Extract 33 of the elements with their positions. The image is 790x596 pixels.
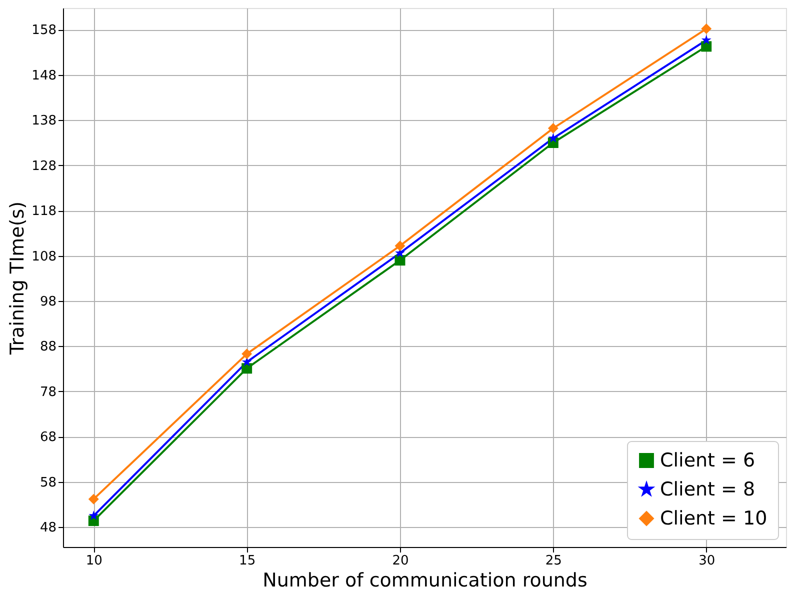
- point: [701, 41, 712, 52]
- point: [394, 240, 406, 252]
- point: [88, 510, 99, 520]
- y-tick-label: 48: [40, 520, 56, 536]
- y-tick-label: 128: [32, 158, 56, 174]
- y-tick-label: 68: [40, 430, 56, 446]
- point: [394, 255, 406, 266]
- point: [548, 123, 558, 134]
- x-tick-label: 25: [545, 554, 562, 568]
- x-axis-title: Number of communication rounds: [262, 570, 588, 592]
- legend-label: Client = 8: [660, 478, 756, 500]
- y-tick-label: 158: [32, 23, 56, 38]
- x-tick-label: 20: [392, 554, 409, 568]
- point: [701, 24, 712, 34]
- legend-label: Client = 6: [660, 450, 756, 472]
- x-tick-label: 10: [86, 554, 102, 568]
- y-axis-title: Training TIme(s): [6, 201, 29, 356]
- y-tick-label: 98: [40, 294, 56, 310]
- point: [88, 494, 99, 504]
- y-tick-label: 78: [40, 384, 56, 400]
- point: [242, 363, 252, 374]
- x-tick-label: 15: [239, 554, 256, 568]
- y-tick-label: 88: [40, 340, 56, 355]
- y-tick-label: 118: [32, 204, 56, 220]
- legend-label: Client = 10: [660, 508, 768, 530]
- y-tick-label: 148: [32, 68, 56, 84]
- y-tick-label: 138: [32, 114, 56, 129]
- y-tick-label: 58: [40, 475, 56, 490]
- point: [548, 132, 558, 142]
- x-tick-label: 30: [698, 554, 716, 568]
- y-tick-label: 108: [32, 249, 56, 264]
- point: [701, 34, 712, 44]
- point: [242, 348, 252, 360]
